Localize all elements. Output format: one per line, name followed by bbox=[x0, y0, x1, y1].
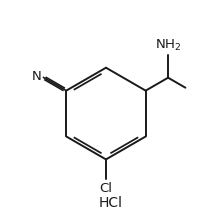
Text: Cl: Cl bbox=[99, 182, 113, 195]
Text: HCl: HCl bbox=[99, 196, 123, 210]
Text: NH$_2$: NH$_2$ bbox=[155, 38, 181, 53]
Text: N: N bbox=[32, 70, 42, 83]
